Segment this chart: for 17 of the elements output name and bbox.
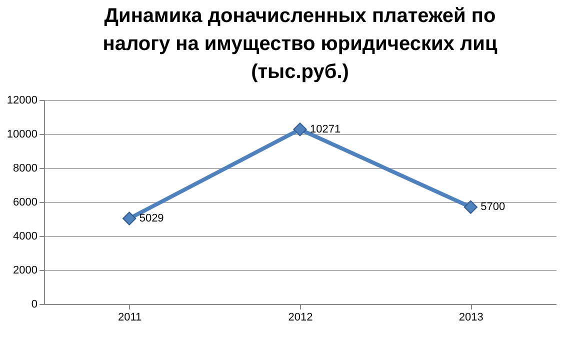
y-tick-label: 4000 (13, 230, 38, 242)
y-tick-label: 2000 (13, 264, 38, 276)
data-label: 10271 (310, 123, 341, 136)
y-tick-label: 8000 (13, 162, 38, 174)
data-label: 5700 (480, 201, 506, 214)
chart-title: Динамика доначисленных платежей по налогу на имущество юридических лиц (тыс.руб.) (102, 5, 498, 83)
x-tick-label: 2013 (458, 312, 484, 324)
x-tick-label: 2011 (118, 312, 142, 324)
y-tick-label: 12000 (6, 94, 38, 106)
y-tick-label: 10000 (6, 128, 38, 140)
x-tick-label: 2012 (288, 312, 313, 324)
data-label: 5029 (139, 212, 164, 225)
point (464, 200, 478, 214)
y-tick-label: 6000 (13, 196, 38, 208)
y-tick-label: 0 (31, 298, 38, 310)
point (122, 212, 136, 226)
point (293, 122, 307, 136)
